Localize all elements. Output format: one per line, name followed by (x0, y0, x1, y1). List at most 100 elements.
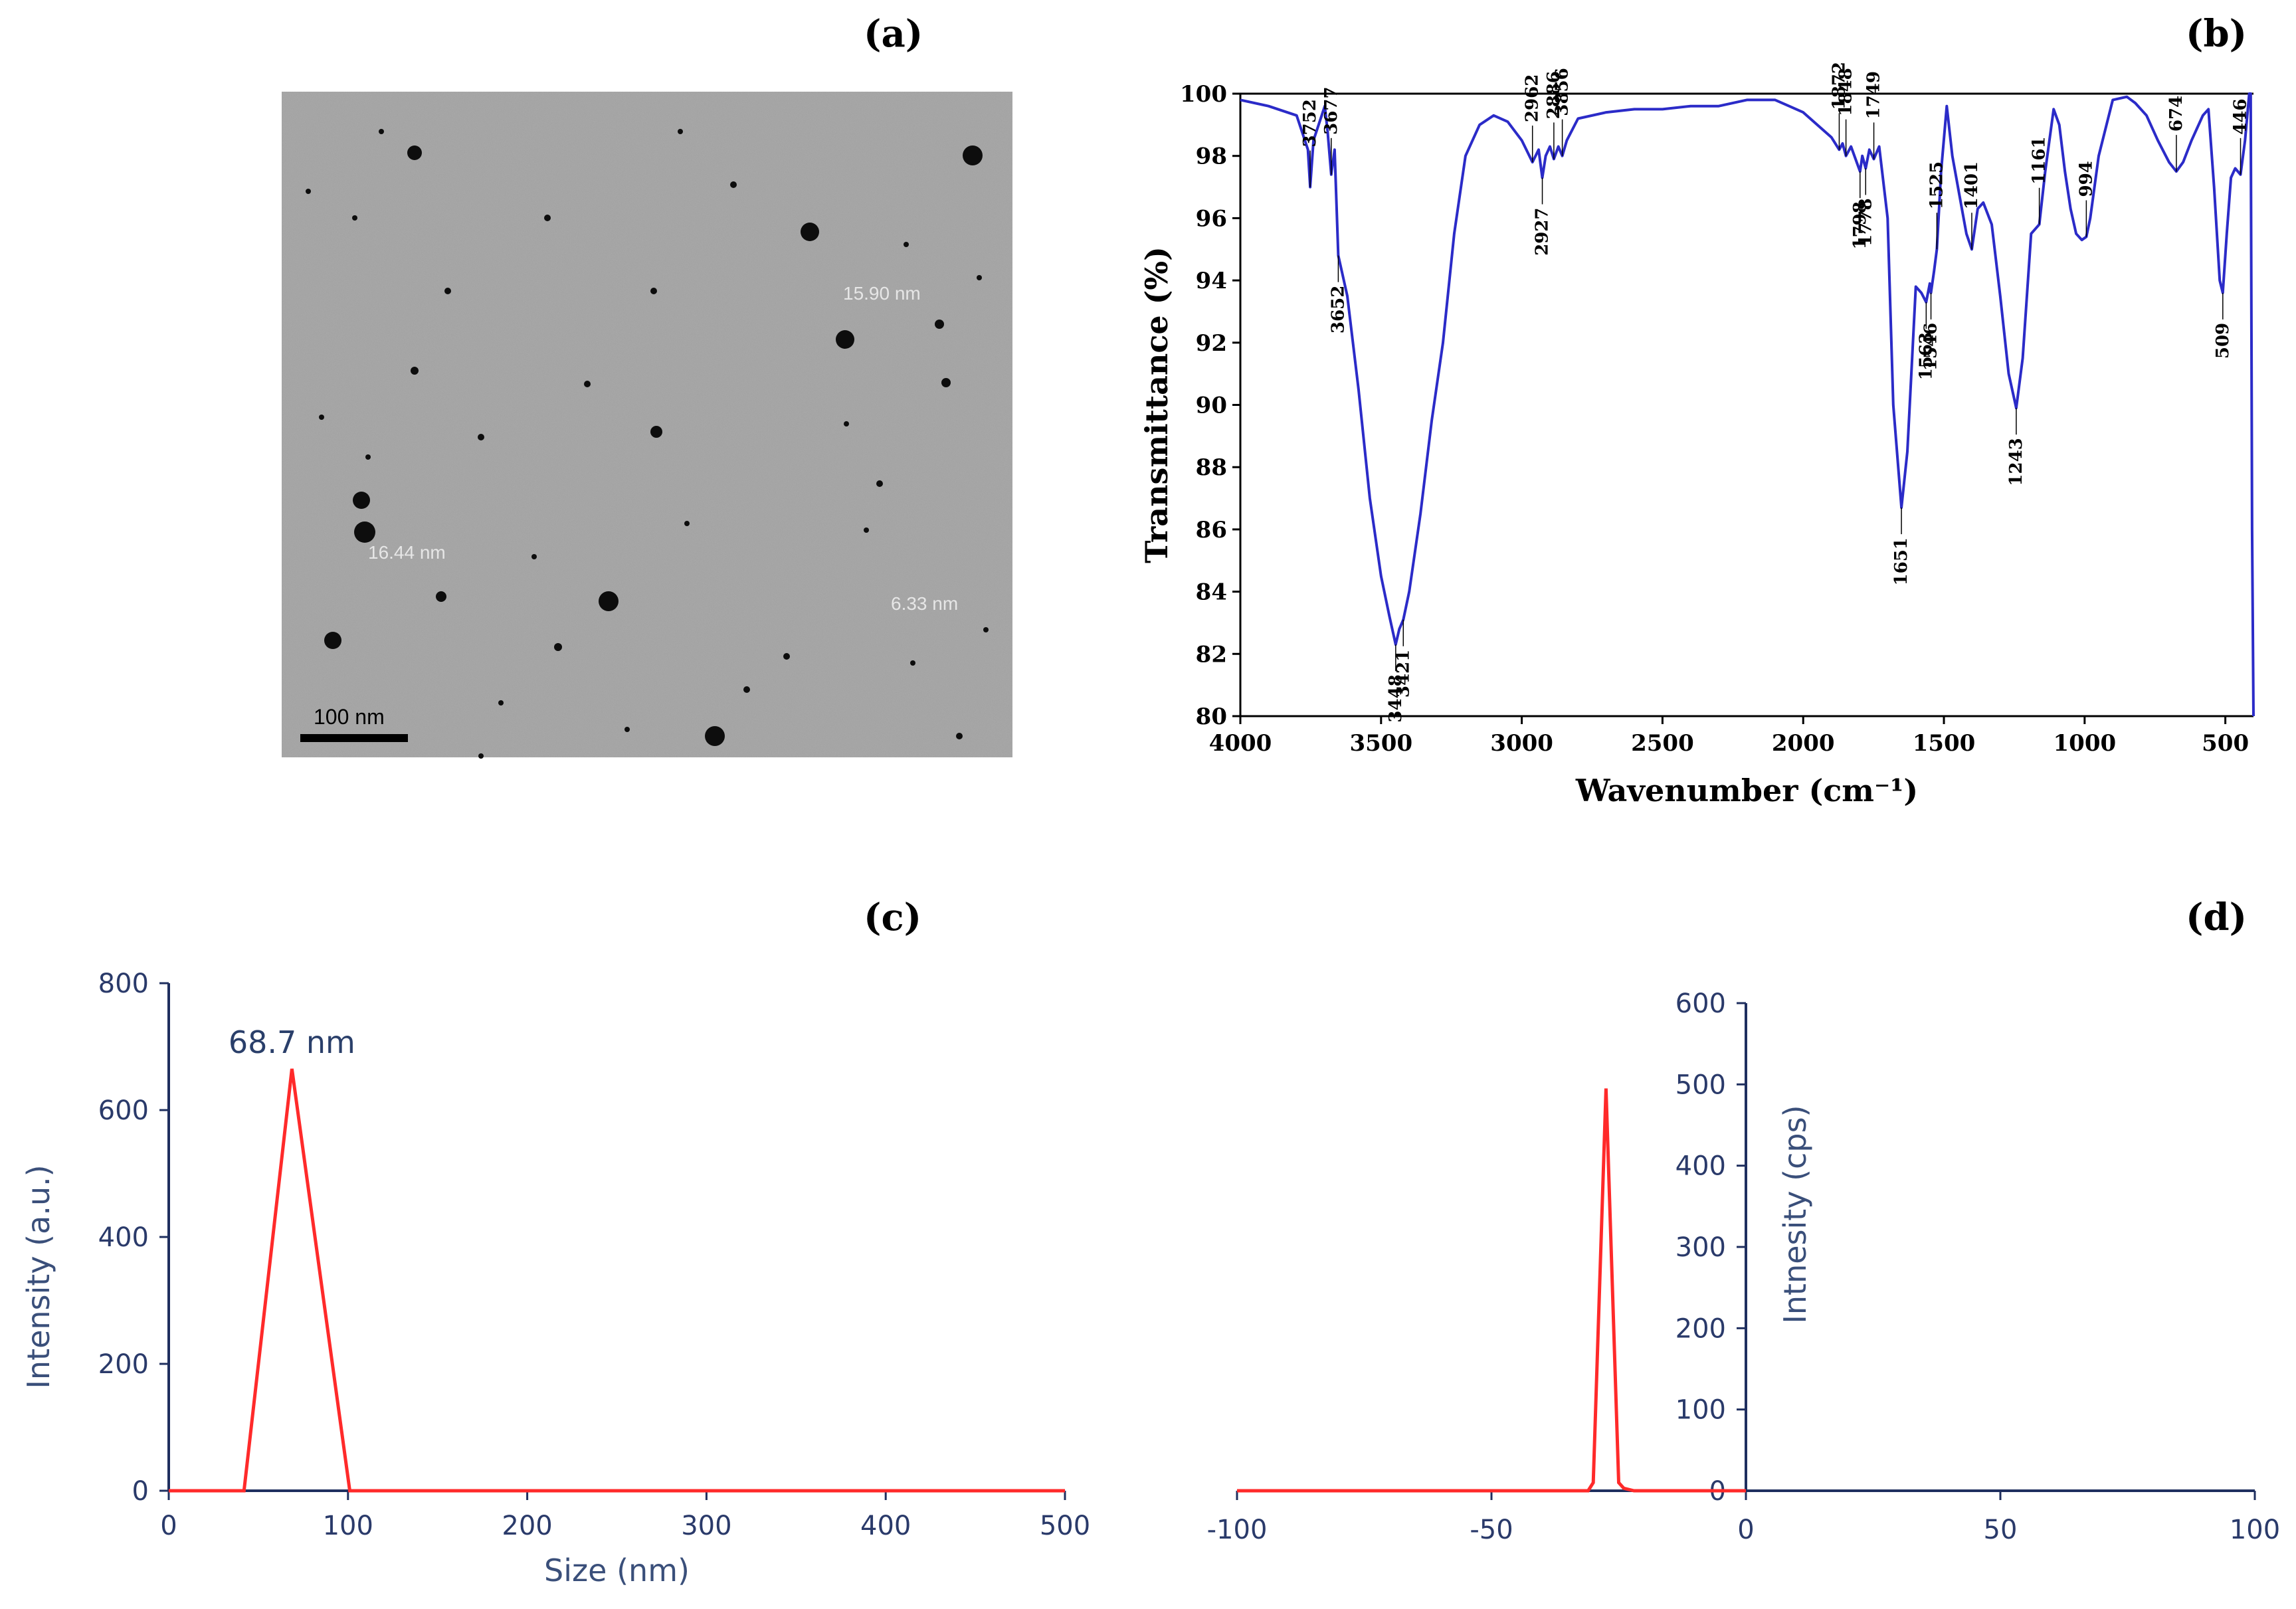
tem-particle (624, 727, 630, 732)
ftir-peak-annotation: 2886 (1544, 71, 1564, 159)
ftir-peak-label: 1563 (1916, 332, 1936, 380)
ftir-peak-label: 1798 (1850, 201, 1870, 249)
tem-grain (282, 92, 1012, 757)
ftir-peak-annotation: 1546 (1921, 292, 1941, 371)
ftir-peak-label: 2962 (1523, 74, 1543, 122)
tem-size-label: 16.44 nm (368, 542, 446, 563)
ftir-y-tick-label: 100 (1180, 81, 1227, 108)
dls-peak-label: 68.7 nm (229, 1024, 355, 1060)
tem-particle (354, 521, 375, 543)
tem-micrograph: 15.90 nm 16.44 nm 6.33 nm 100 nm (282, 92, 1012, 759)
ftir-x-axis-title: Wavenumber (cm⁻¹) (1575, 773, 1918, 808)
panel-label-a: (a) (864, 12, 923, 56)
dls-x-tick-label: 0 (160, 1511, 177, 1541)
ftir-y-tick-label: 84 (1196, 579, 1227, 606)
dls-x-tick-label: 200 (502, 1511, 552, 1541)
tem-particle (599, 591, 619, 611)
ftir-peak-label: 3652 (1328, 286, 1348, 333)
tem-particle (436, 591, 446, 602)
ftir-x-tick-label: 1000 (2054, 730, 2117, 757)
tem-particle (554, 643, 562, 651)
tem-particle (650, 288, 657, 294)
zeta-y-tick-label: 400 (1675, 1151, 1726, 1182)
ftir-peak-label: 2886 (1544, 71, 1564, 119)
dls-y-tick-label: 800 (98, 969, 149, 999)
tem-particle (498, 700, 504, 706)
ftir-x-tick-label: 3000 (1490, 730, 1553, 757)
ftir-peak-label: 3448 (1386, 674, 1406, 722)
ftir-peak-annotation: 1749 (1864, 71, 1884, 159)
tem-particle (684, 521, 690, 526)
ftir-peak-label: 1243 (2006, 438, 2026, 486)
tem-particle (544, 215, 551, 221)
panel-label-b: (b) (2186, 12, 2248, 56)
ftir-peak-annotation: 1872 (1829, 62, 1849, 150)
panel-label-d: (d) (2186, 896, 2248, 939)
ftir-peak-label: 3421 (1393, 650, 1413, 698)
ftir-x-tick-label: 500 (2202, 730, 2249, 757)
ftir-peak-annotation: 1778 (1856, 168, 1875, 246)
tem-particle (411, 367, 419, 375)
tem-particle (444, 288, 451, 294)
zeta-x-tick-label: -100 (1207, 1515, 1268, 1545)
tem-particle (531, 554, 537, 559)
zeta-y-tick-label: 600 (1675, 989, 1726, 1019)
dls-size-chart: 0 100 200 300 400 500 0 200 400 600 800 68.7 nm Si… (21, 969, 1090, 1588)
tem-particle (379, 129, 384, 134)
ftir-peak-label: 1778 (1856, 198, 1875, 246)
tem-particle (910, 660, 915, 666)
ftir-peak-annotation: 1401 (1962, 161, 1982, 250)
dls-x-tick-label: 300 (681, 1511, 731, 1541)
dls-y-tick-label: 200 (98, 1349, 149, 1380)
ftir-y-tick-label: 82 (1196, 641, 1227, 668)
tem-particle (977, 275, 982, 280)
tem-scale-bar-label: 100 nm (314, 705, 385, 729)
dls-y-axis-title: Intensity (a.u.) (21, 1165, 56, 1388)
ftir-y-tick-label: 90 (1196, 393, 1227, 419)
ftir-peak-annotation: 674 (2166, 96, 2186, 172)
dls-x-tick-label: 400 (860, 1511, 911, 1541)
zeta-x-tick-label: 0 (1737, 1515, 1754, 1545)
zeta-x-tick-label: 100 (2230, 1515, 2280, 1545)
tem-particle (584, 381, 591, 387)
ftir-y-tick-label: 86 (1196, 517, 1227, 543)
ftir-peak-annotation: 1848 (1836, 68, 1856, 156)
zeta-y-tick-label: 300 (1675, 1232, 1726, 1263)
tem-particle (730, 181, 737, 188)
dls-x-axis-title: Size (nm) (544, 1553, 690, 1588)
ftir-spectrum-line (1240, 92, 2255, 717)
zeta-y-tick-label: 200 (1675, 1313, 1726, 1344)
ftir-y-axis-title: Transmittance (%) (1139, 246, 1175, 563)
ftir-peak-annotation: 994 (2076, 161, 2096, 237)
ftir-chart: 4000 3500 3000 2500 2000 1500 1000 500 80 82 84 86 8… (1139, 62, 2255, 808)
tem-particle (650, 426, 662, 438)
ftir-peak-annotation: 1161 (2030, 136, 2050, 225)
ftir-peak-label: 1525 (1927, 161, 1947, 209)
ftir-peak-annotation: 3448 (1386, 644, 1406, 723)
zeta-y-tick-label: 500 (1675, 1070, 1726, 1100)
ftir-peak-annotation: 2962 (1523, 74, 1543, 163)
ftir-y-tick-label: 94 (1196, 268, 1227, 294)
zeta-y-tick-label: 100 (1675, 1395, 1726, 1426)
ftir-peak-annotation: 1243 (2006, 408, 2026, 486)
tem-particle (963, 145, 983, 165)
ftir-peak-label: 1848 (1836, 68, 1856, 116)
ftir-x-tick-label: 2500 (1631, 730, 1694, 757)
ftir-y-tick-label: 92 (1196, 330, 1227, 357)
ftir-peak-label: 509 (2213, 323, 2233, 359)
dls-y-tick-label: 600 (98, 1095, 149, 1126)
tem-particle (478, 434, 484, 440)
tem-particle (324, 632, 341, 649)
tem-particle (935, 320, 944, 329)
tem-particle (983, 627, 989, 632)
ftir-peak-annotation: 3652 (1328, 255, 1348, 333)
tem-particle (678, 129, 683, 134)
tem-particle (306, 189, 311, 194)
tem-particle (801, 223, 819, 241)
ftir-peak-label: 1872 (1829, 62, 1849, 110)
tem-particle (705, 726, 725, 746)
ftir-peak-annotation: 1798 (1850, 171, 1870, 250)
ftir-peak-annotation: 3856 (1553, 68, 1573, 156)
ftir-peak-label: 446 (2231, 99, 2251, 135)
